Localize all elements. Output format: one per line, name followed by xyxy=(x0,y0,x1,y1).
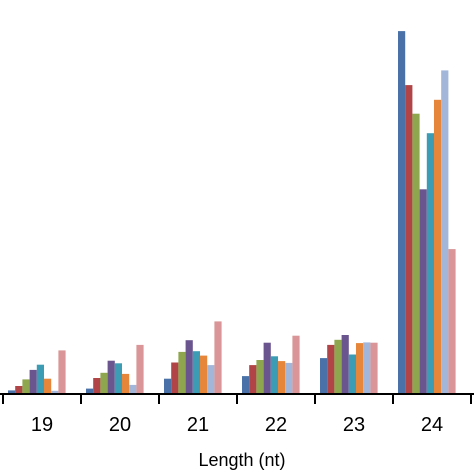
bar-24-series-5 xyxy=(426,133,434,393)
bar-19-series-6 xyxy=(44,378,52,393)
bar-20-series-8 xyxy=(136,344,144,393)
x-tick-label-19: 19 xyxy=(31,414,53,436)
bar-22-series-3 xyxy=(256,360,264,393)
bar-19-series-4 xyxy=(29,369,37,393)
bar-24-series-1 xyxy=(398,31,406,393)
bar-20-series-3 xyxy=(100,372,108,393)
bar-24-series-2 xyxy=(405,85,413,393)
x-tick-labels: 19 20 21 22 23 24 xyxy=(31,414,443,436)
bar-20-series-6 xyxy=(122,373,130,393)
bar-24-series-8 xyxy=(448,249,456,393)
x-tick-label-20: 20 xyxy=(109,414,131,436)
x-tick-label-23: 23 xyxy=(343,414,365,436)
bar-21-series-4 xyxy=(185,340,193,393)
bar-22-series-1 xyxy=(242,376,250,393)
bar-23-series-7 xyxy=(363,342,371,393)
bar-24-series-3 xyxy=(412,113,420,393)
x-tick-marks xyxy=(2,394,472,404)
bar-24-series-6 xyxy=(434,99,442,394)
bar-21-series-5 xyxy=(192,351,200,393)
bar-21-series-1 xyxy=(164,378,172,393)
bar-21-series-7 xyxy=(207,365,215,393)
x-tick-label-22: 22 xyxy=(265,414,287,436)
x-tick-label-21: 21 xyxy=(187,414,209,436)
bar-20-series-1 xyxy=(86,388,94,393)
bar-21-series-2 xyxy=(171,362,179,393)
bar-19-series-8 xyxy=(58,350,66,393)
bar-19-series-5 xyxy=(36,364,44,393)
bar-23-series-2 xyxy=(327,344,335,393)
x-axis-title: Length (nt) xyxy=(198,450,285,470)
x-tick-label-24: 24 xyxy=(421,414,443,436)
bar-19-series-3 xyxy=(22,379,30,393)
bar-23-series-8 xyxy=(370,342,378,393)
bar-20-series-4 xyxy=(107,360,115,393)
bar-22-series-4 xyxy=(263,342,271,393)
bar-22-series-5 xyxy=(270,356,278,393)
bar-22-series-7 xyxy=(285,362,293,393)
bar-22-series-2 xyxy=(249,365,257,393)
bar-19-series-2 xyxy=(15,386,23,393)
bar-21-series-3 xyxy=(178,351,186,393)
bar-23-series-1 xyxy=(320,358,328,393)
bar-19-series-7 xyxy=(51,390,59,393)
bar-21-series-8 xyxy=(214,321,222,393)
bar-19-series-1 xyxy=(8,390,16,393)
bar-21-series-6 xyxy=(200,355,208,393)
bar-24-series-7 xyxy=(441,70,449,394)
bar-23-series-3 xyxy=(334,339,342,393)
bars-group xyxy=(8,31,456,394)
bar-20-series-7 xyxy=(129,384,137,393)
bar-23-series-5 xyxy=(348,354,356,393)
bar-22-series-8 xyxy=(292,335,300,393)
bar-24-series-4 xyxy=(419,189,427,393)
bar-22-series-6 xyxy=(278,361,286,393)
bar-23-series-6 xyxy=(356,343,364,393)
bar-23-series-4 xyxy=(341,335,349,393)
bar-20-series-2 xyxy=(93,378,101,393)
bar-20-series-5 xyxy=(114,363,122,393)
